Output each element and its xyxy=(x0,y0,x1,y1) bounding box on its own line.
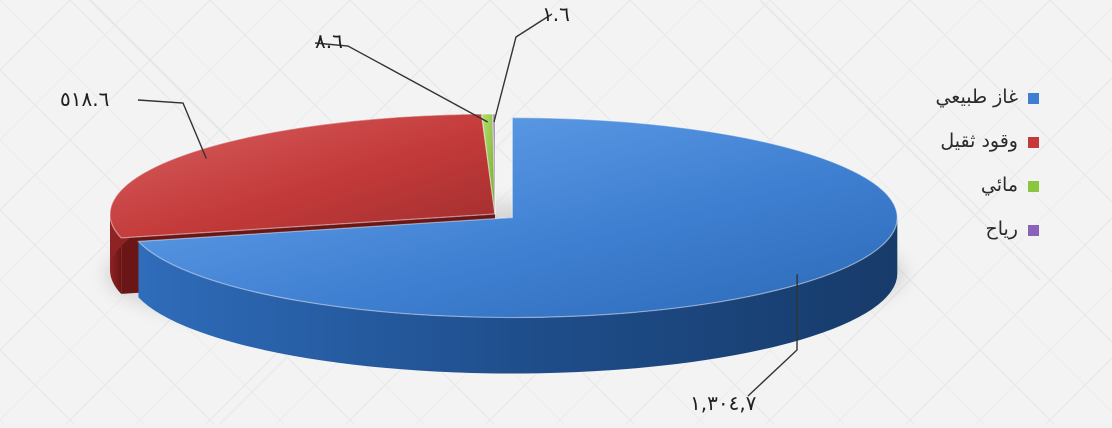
slice-1-outer-side xyxy=(138,217,898,374)
leader-line-4 xyxy=(493,13,553,123)
slice-1 xyxy=(137,116,898,319)
legend-swatch-3 xyxy=(1028,181,1039,192)
slice-4 xyxy=(492,113,496,215)
leader-line-2 xyxy=(137,99,207,159)
legend-swatch-1 xyxy=(1028,93,1039,104)
legend-label-4: رياح xyxy=(985,218,1018,240)
value-label-3: ٨.٦ xyxy=(315,29,343,53)
legend-swatch-2 xyxy=(1028,137,1039,148)
background-diagonal-decoration-right xyxy=(759,0,1041,281)
slice-2 xyxy=(109,113,496,239)
value-label-4: ١.٦ xyxy=(542,2,570,26)
legend-label-2: وقود ثقيل xyxy=(940,130,1018,152)
legend-label-3: مائي xyxy=(981,174,1018,196)
legend-swatch-4 xyxy=(1028,225,1039,236)
leader-line-1 xyxy=(747,274,798,397)
slice-3 xyxy=(480,113,496,215)
legend-label-1: غاز طبيعي xyxy=(935,86,1018,108)
leader-line-3 xyxy=(314,42,489,123)
value-label-1: ١,٣٠٤,٧ xyxy=(690,391,757,415)
value-label-2: ٥١٨.٦ xyxy=(60,87,109,111)
